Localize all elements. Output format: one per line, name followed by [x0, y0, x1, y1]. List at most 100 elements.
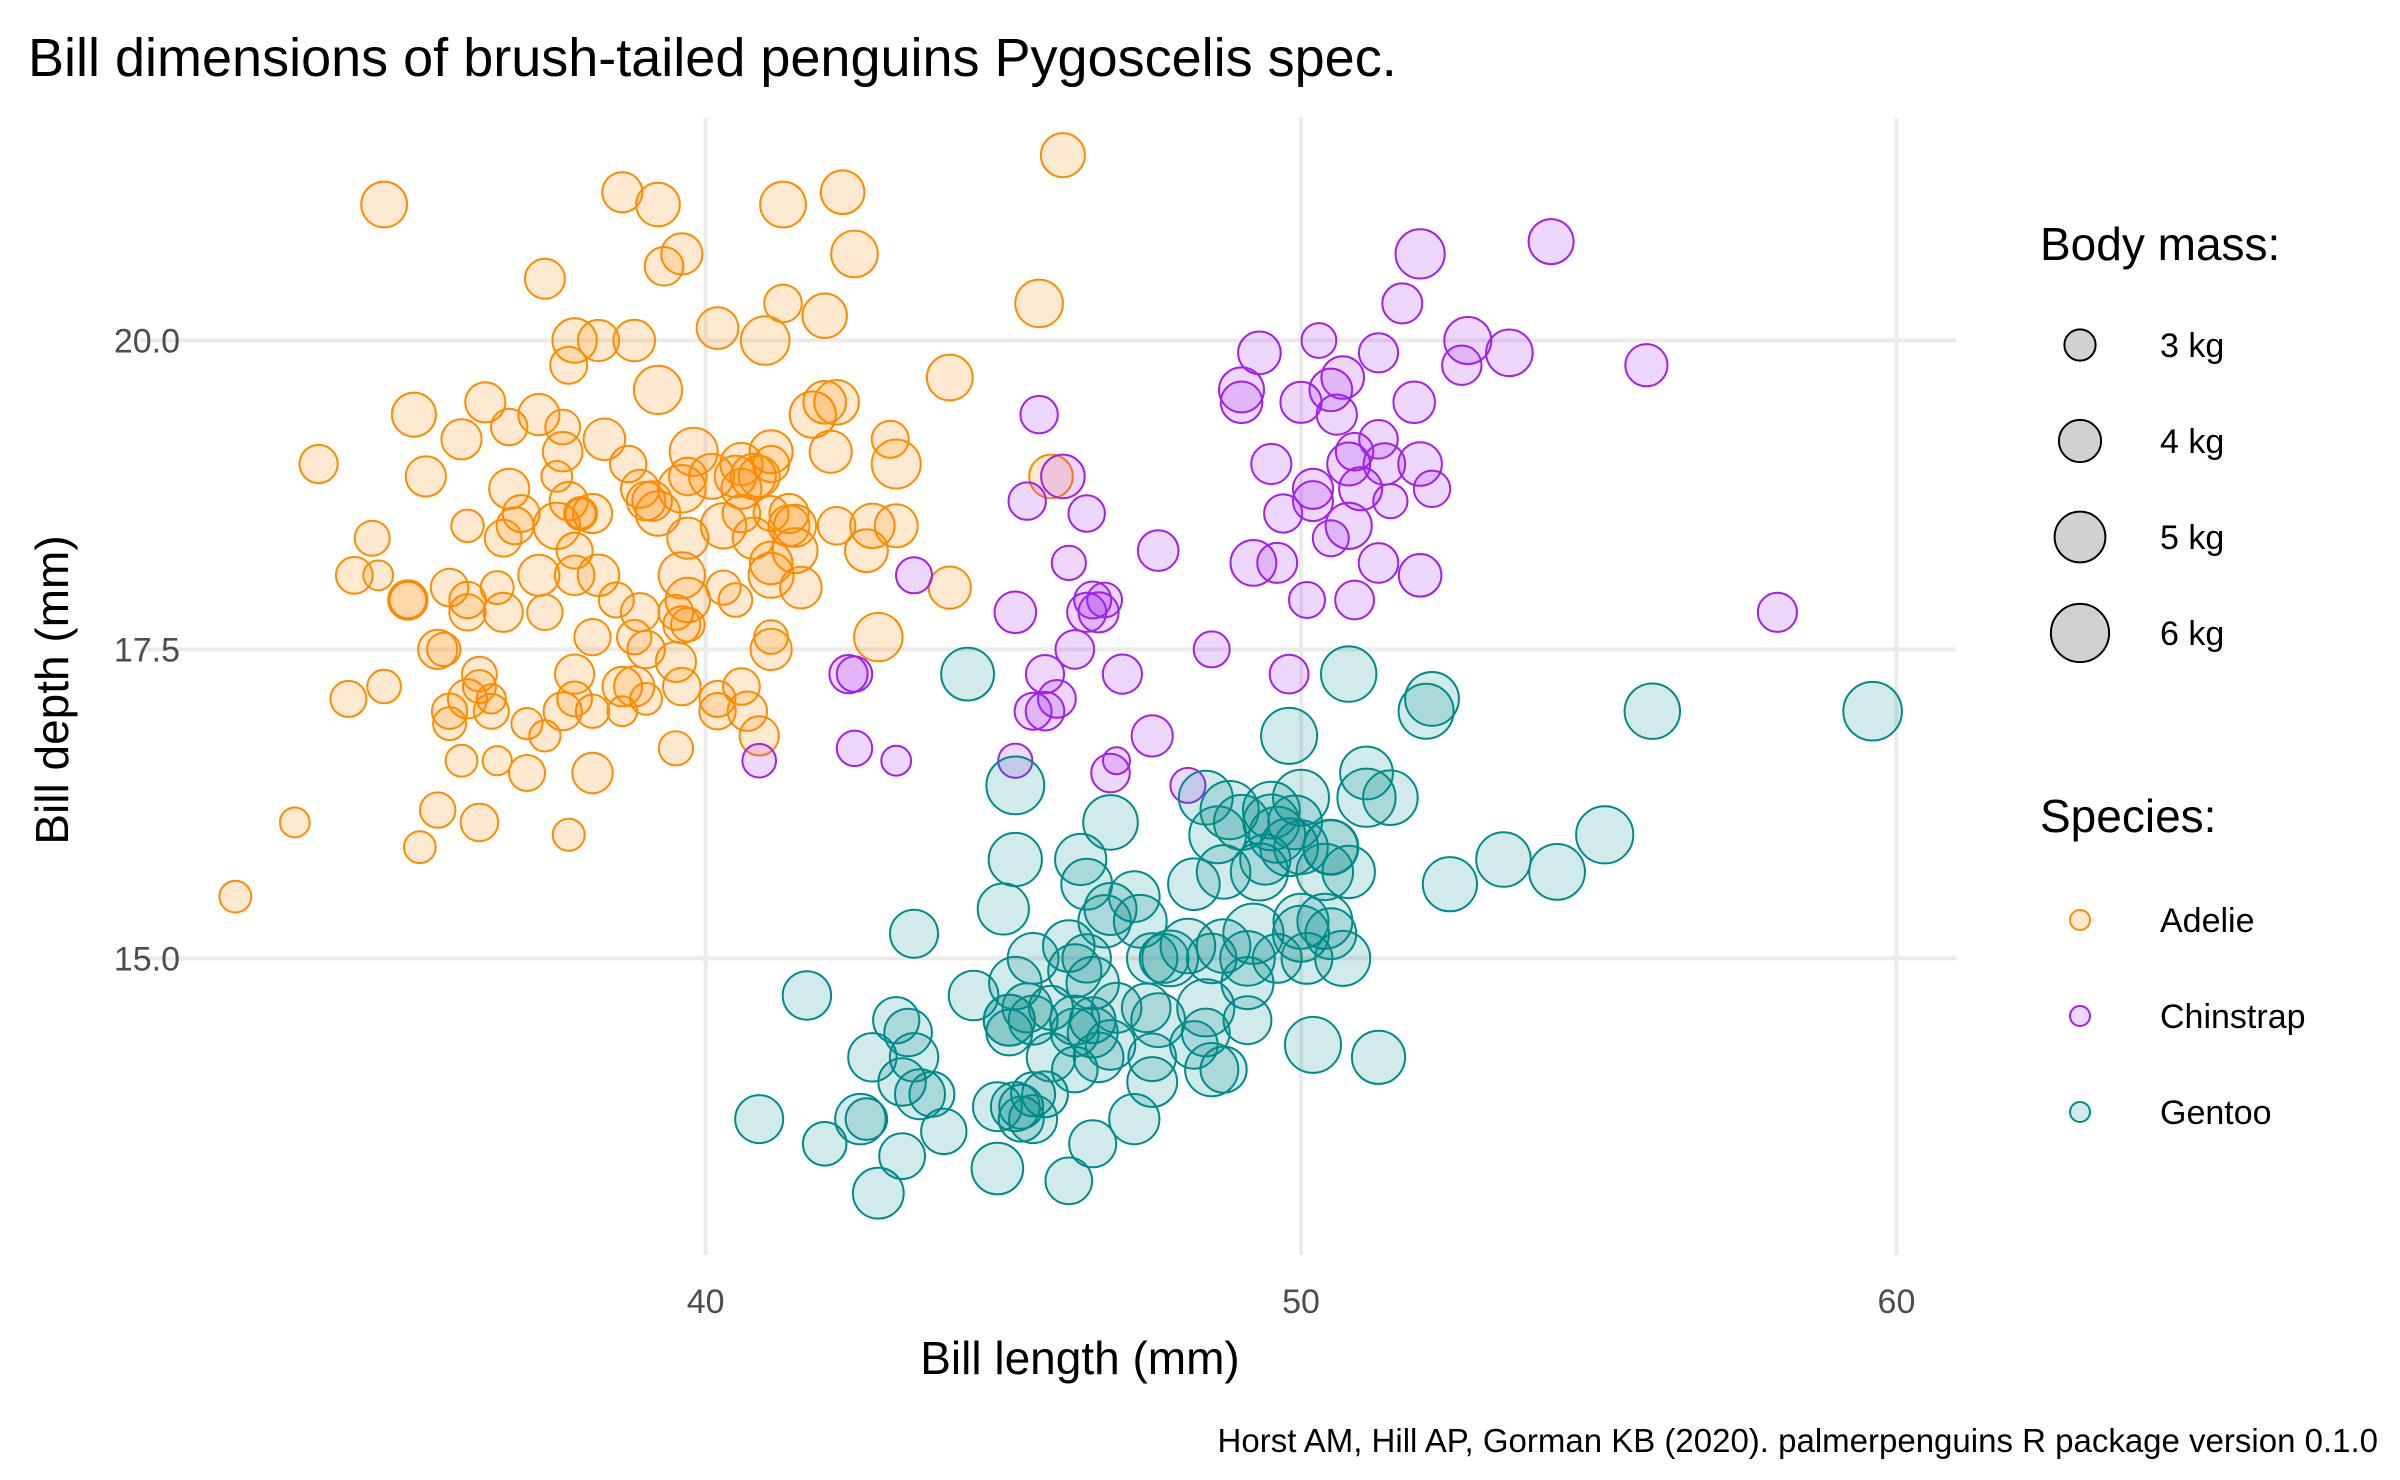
point-gentoo-5	[1068, 1119, 1118, 1169]
point-gentoo-102	[1219, 930, 1276, 987]
point-adelie-75	[738, 715, 780, 757]
point-adelie-68	[788, 390, 837, 439]
series-chinstrap	[741, 218, 1799, 804]
point-adelie-64	[779, 565, 823, 610]
point-chinstrap-57	[1237, 330, 1282, 376]
point-chinstrap-13	[1397, 553, 1443, 598]
series-adelie	[218, 132, 1086, 914]
point-chinstrap-32	[835, 729, 874, 767]
point-chinstrap-43	[1013, 691, 1053, 731]
point-adelie-93	[461, 655, 498, 693]
point-adelie-125	[616, 618, 653, 656]
point-chinstrap-56	[997, 742, 1034, 779]
size-legend-key-3	[2049, 602, 2111, 664]
point-chinstrap-7	[1357, 542, 1400, 584]
size-legend-label-1: 4 kg	[2160, 423, 2224, 461]
point-chinstrap-64	[895, 556, 933, 595]
point-gentoo-76	[1336, 767, 1397, 828]
point-chinstrap-44	[1334, 579, 1375, 621]
point-chinstrap-45	[1324, 501, 1373, 550]
species-legend-key-2	[2069, 1101, 2091, 1123]
point-adelie-141	[218, 879, 253, 914]
point-adelie-114	[844, 528, 889, 573]
point-adelie-137	[508, 754, 546, 792]
x-tick-label-0: 40	[687, 1283, 725, 1321]
point-chinstrap-63	[1624, 343, 1669, 388]
point-adelie-138	[664, 576, 711, 624]
point-gentoo-100	[1623, 682, 1682, 740]
point-adelie-66	[748, 429, 794, 475]
point-chinstrap-16	[1300, 322, 1338, 359]
point-gentoo-1	[1272, 768, 1330, 827]
point-gentoo-116	[1084, 1019, 1137, 1071]
point-gentoo-50	[1184, 1042, 1240, 1098]
point-chinstrap-24	[1086, 581, 1123, 619]
point-adelie-128	[927, 565, 972, 610]
point-adelie-127	[629, 682, 663, 716]
point-gentoo-70	[1060, 857, 1114, 911]
point-adelie-102	[551, 317, 598, 364]
point-adelie-73	[417, 628, 459, 671]
point-gentoo-65	[1049, 1007, 1100, 1058]
point-chinstrap-66	[1326, 441, 1372, 487]
point-gentoo-112	[1051, 1045, 1099, 1094]
point-adelie-99	[387, 579, 429, 621]
point-adelie-62	[748, 540, 794, 586]
point-chinstrap-28	[1066, 591, 1108, 633]
point-adelie-107	[574, 693, 611, 729]
point-adelie-21	[440, 418, 483, 461]
point-gentoo-42	[1251, 933, 1303, 984]
scatter-points	[218, 132, 1903, 1220]
point-adelie-82	[390, 391, 437, 438]
point-gentoo-114	[1199, 780, 1260, 841]
point-chinstrap-51	[1362, 442, 1407, 486]
point-adelie-41	[450, 508, 485, 543]
point-adelie-91	[329, 679, 368, 718]
point-adelie-96	[699, 502, 748, 550]
point-gentoo-107	[1159, 917, 1217, 975]
point-chinstrap-25	[1397, 441, 1443, 487]
species-legend-label-2: Gentoo	[2160, 1094, 2272, 1132]
point-adelie-36	[816, 506, 857, 546]
point-gentoo-118	[988, 955, 1043, 1011]
grid	[140, 118, 1956, 1255]
point-adelie-106	[576, 318, 621, 363]
point-adelie-94	[729, 452, 777, 500]
point-adelie-87	[582, 417, 627, 462]
point-adelie-48	[819, 169, 866, 215]
point-chinstrap-60	[1392, 380, 1436, 425]
species-legend-label-0: Adelie	[2160, 902, 2255, 940]
point-gentoo-55	[908, 1070, 956, 1118]
point-adelie-77	[459, 802, 500, 843]
point-adelie-116	[523, 257, 566, 300]
caption: Horst AM, Hill AP, Gorman KB (2020). pal…	[1218, 1422, 2378, 1459]
point-adelie-26	[717, 582, 754, 618]
point-chinstrap-29	[1443, 316, 1493, 365]
point-gentoo-44	[894, 1068, 946, 1121]
point-adelie-150	[772, 503, 818, 548]
point-adelie-13	[360, 180, 409, 229]
point-adelie-70	[666, 516, 710, 560]
point-adelie-65	[419, 791, 457, 829]
size-legend-key-2	[2053, 510, 2107, 564]
point-gentoo-47	[970, 1141, 1025, 1196]
point-chinstrap-33	[1338, 466, 1384, 512]
point-adelie-142	[726, 690, 768, 732]
point-adelie-60	[759, 180, 807, 229]
point-adelie-109	[571, 751, 614, 795]
point-chinstrap-47	[1218, 366, 1265, 414]
point-adelie-88	[620, 468, 661, 509]
point-adelie-134	[749, 627, 793, 672]
point-gentoo-10	[734, 1094, 785, 1145]
point-chinstrap-54	[835, 655, 874, 693]
point-chinstrap-36	[1136, 529, 1180, 572]
size-legend-key-0	[2063, 328, 2097, 362]
point-chinstrap-8	[1040, 453, 1086, 500]
size-legend-label-2: 5 kg	[2160, 519, 2224, 557]
point-adelie-79	[366, 668, 402, 705]
size-legend: 3 kg 4 kg 5 kg 6 kg	[2049, 327, 2224, 664]
point-chinstrap-23	[1315, 393, 1358, 436]
point-gentoo-94	[1321, 844, 1376, 900]
point-adelie-76	[517, 393, 561, 437]
